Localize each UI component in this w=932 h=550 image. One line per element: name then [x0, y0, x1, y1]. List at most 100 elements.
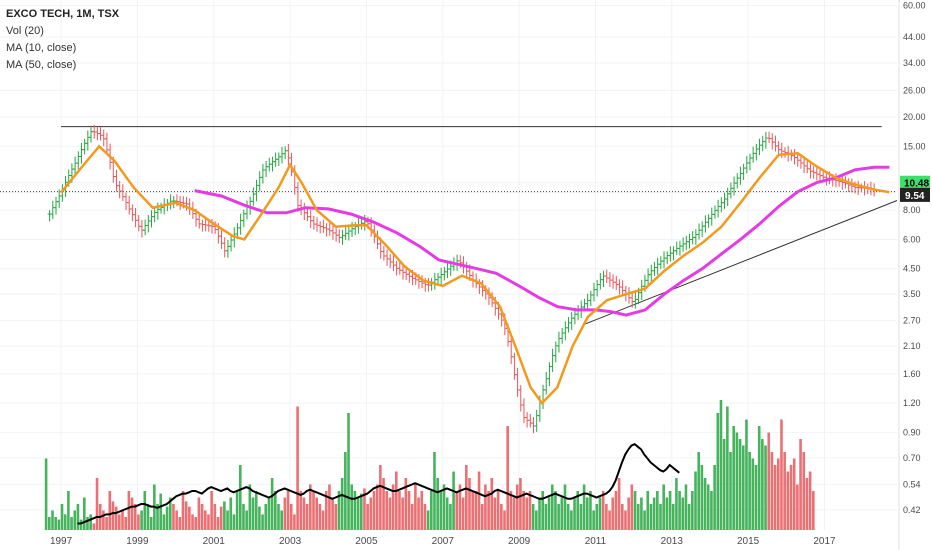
- volume-bar: [783, 452, 786, 530]
- volume-bar: [515, 484, 519, 530]
- volume-bar: [254, 491, 258, 530]
- x-tick-label: 2013: [661, 536, 684, 547]
- ma-value-badge: [900, 175, 930, 190]
- volume-bar: [350, 484, 354, 530]
- volume-bar: [414, 484, 417, 530]
- y-tick-label: 20.00: [903, 112, 926, 122]
- volume-bar: [745, 419, 748, 530]
- volume-bar: [105, 517, 108, 530]
- volume-bar: [547, 497, 551, 530]
- volume-bar: [372, 491, 376, 530]
- volume-bar: [277, 504, 280, 530]
- legend-ma10[interactable]: MA (10, close): [6, 42, 77, 54]
- volume-bar: [328, 484, 331, 530]
- x-tick-label: 2001: [203, 536, 226, 547]
- volume-bar: [802, 452, 806, 530]
- volume-bar: [605, 504, 608, 530]
- y-tick-label: 26.00: [903, 85, 926, 95]
- volume-bar: [108, 491, 112, 530]
- volume-bar: [79, 519, 83, 530]
- volume-bar: [541, 491, 545, 530]
- volume-bar: [289, 504, 293, 530]
- volume-bar: [172, 504, 175, 530]
- volume-bar: [633, 491, 637, 530]
- x-tick-label: 1999: [126, 536, 149, 547]
- volume-bar: [455, 491, 459, 530]
- volume-bar: [369, 497, 373, 530]
- volume-bar: [652, 497, 656, 530]
- volume-bar: [235, 491, 239, 530]
- legend-ma50[interactable]: MA (50, close): [6, 59, 77, 71]
- volume-bar: [274, 491, 277, 530]
- volume-bar: [363, 488, 366, 530]
- volume-bar: [789, 465, 793, 530]
- volume-bar: [232, 514, 236, 530]
- y-tick-label: 2.10: [903, 341, 921, 351]
- volume-bar: [191, 514, 194, 530]
- price-bars: [47, 124, 877, 434]
- grid: [0, 0, 900, 550]
- volume-bar: [184, 501, 188, 530]
- volume-bar: [178, 517, 182, 530]
- volume-bar: [124, 517, 127, 530]
- volume-bar: [436, 478, 439, 530]
- volume-bar: [773, 465, 777, 530]
- volume-bar: [808, 471, 812, 530]
- volume-bar: [347, 413, 350, 530]
- volume-bar: [54, 517, 57, 530]
- volume-bar: [757, 426, 761, 530]
- volume-bar: [60, 504, 64, 530]
- volume-bar: [442, 484, 446, 530]
- volume-bar: [388, 497, 392, 530]
- x-tick-label: 2011: [585, 536, 607, 547]
- volume-bar: [503, 510, 506, 530]
- volume-bar: [111, 501, 115, 530]
- moving-average-lines: [60, 144, 890, 406]
- volume-bar: [531, 504, 535, 530]
- volume-bar: [741, 445, 745, 530]
- volume-bar: [404, 478, 408, 530]
- volume-bar: [375, 484, 379, 530]
- volume-bar: [627, 497, 630, 530]
- x-tick-label: 2009: [508, 536, 531, 547]
- volume-bar: [229, 497, 233, 530]
- volume-bar: [83, 497, 86, 530]
- volume-bar: [219, 506, 223, 530]
- volume-bar: [796, 484, 799, 530]
- volume-bar: [493, 497, 497, 530]
- y-tick-label: 0.70: [903, 453, 921, 463]
- volume-bar: [449, 504, 452, 530]
- volume-bar: [538, 497, 541, 530]
- volume-bar: [687, 504, 691, 530]
- volume-bar: [321, 510, 325, 530]
- volume-bar: [601, 491, 605, 530]
- y-tick-label: 4.50: [903, 264, 921, 274]
- volume-bar: [146, 504, 150, 530]
- volume-bar: [121, 510, 124, 530]
- volume-bar: [242, 504, 245, 530]
- volume-bar: [500, 504, 503, 530]
- legend-vol[interactable]: Vol (20): [6, 25, 44, 37]
- volume-bar: [713, 465, 716, 530]
- volume-bar: [566, 504, 570, 530]
- volume-bar: [181, 491, 185, 530]
- y-axis: 60.00 44.00 34.00 26.00 20.00 15.00 8.00 6.00 4.…: [903, 0, 926, 514]
- volume-bar: [544, 504, 548, 530]
- volume-bar: [410, 504, 414, 530]
- y-tick-label: 15.00: [903, 141, 926, 151]
- volume-bar: [691, 491, 694, 530]
- volume-bar: [251, 497, 255, 530]
- volume-bar: [57, 519, 61, 530]
- volume-bar: [646, 491, 650, 530]
- volume-bar: [557, 504, 560, 530]
- volume-bar: [694, 471, 697, 530]
- symbol-title[interactable]: EXCO TECH, 1M, TSX: [6, 8, 120, 20]
- volume-bar: [86, 517, 89, 530]
- volume-bar: [474, 491, 478, 530]
- y-tick-label: 0.54: [903, 479, 921, 489]
- volume-bar: [570, 510, 573, 530]
- volume-bar: [452, 471, 455, 530]
- y-tick-label: 2.70: [903, 316, 921, 326]
- volume-bar: [598, 497, 602, 530]
